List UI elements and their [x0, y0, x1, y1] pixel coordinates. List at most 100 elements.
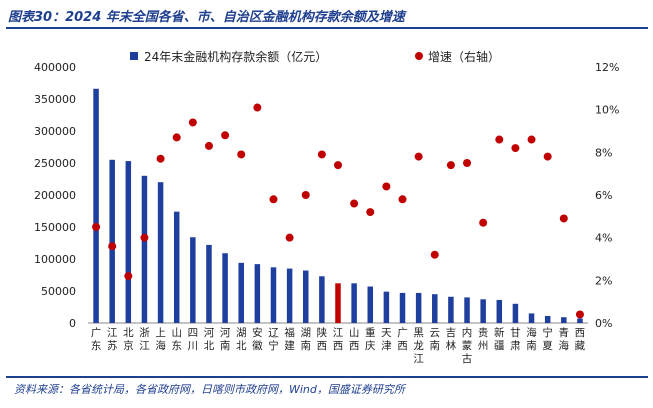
category-labels: 广东江苏北京浙江上海山东四川河北河南湖北安徽辽宁福建湖南陕西江西山西重庆天津广西…	[91, 326, 586, 365]
y-left-tick-label: 250000	[34, 157, 76, 170]
y-left-tick-label: 400000	[34, 61, 76, 74]
bar	[496, 299, 503, 323]
category-label: 河南	[220, 327, 231, 352]
y-left-tick-label: 50000	[41, 285, 76, 298]
bar	[270, 267, 277, 323]
bars	[93, 88, 583, 323]
category-label: 河北	[204, 327, 215, 352]
category-label: 新疆	[494, 326, 505, 352]
growth-dot	[301, 191, 310, 199]
growth-dot	[463, 159, 472, 167]
bar	[254, 264, 261, 323]
bar	[173, 211, 180, 323]
category-label: 云南	[430, 327, 441, 352]
y-right-tick-label: 10%	[595, 104, 619, 117]
chart-title: 图表30：2024 年末全国各省、市、自治区金融机构存款余额及增速	[8, 10, 405, 25]
bar	[383, 291, 390, 323]
footer-rule	[6, 376, 648, 378]
legend-dot-label: 增速（右轴）	[428, 49, 500, 64]
growth-dot	[430, 250, 439, 259]
category-label: 青海	[559, 326, 570, 352]
bar	[238, 262, 244, 323]
y-left-tick-label: 200000	[34, 189, 76, 202]
legend-dot-swatch	[415, 52, 423, 60]
bar	[480, 299, 486, 323]
growth-dot	[124, 272, 133, 281]
y-right-tick-label: 12%	[595, 61, 619, 74]
growth-dot	[559, 214, 568, 223]
growth-dot	[575, 310, 584, 319]
bar	[367, 286, 374, 323]
category-label: 江西	[333, 327, 344, 352]
legend-bar-label: 24年末金融机构存款余额（亿元）	[144, 49, 327, 64]
bar	[351, 283, 357, 323]
bar	[432, 294, 438, 323]
category-label: 北京	[123, 327, 134, 352]
bar	[206, 244, 212, 323]
category-label: 西藏	[575, 327, 586, 352]
growth-dot	[479, 218, 488, 227]
growth-dot	[188, 118, 197, 127]
category-label: 吉林	[446, 327, 457, 352]
growth-dot	[317, 150, 326, 159]
category-label: 辽宁	[268, 327, 279, 352]
bar	[577, 318, 583, 323]
category-label: 陕西	[317, 326, 328, 352]
category-label: 黑龙江	[413, 327, 424, 365]
category-label: 内蒙古	[462, 326, 473, 365]
bar	[528, 313, 535, 323]
category-label: 海南	[526, 326, 537, 352]
growth-dot	[253, 103, 262, 112]
category-label: 福建	[284, 326, 295, 352]
y-left-tick-label: 100000	[34, 253, 76, 266]
legend-bar-swatch	[130, 52, 138, 60]
bar	[93, 88, 99, 323]
bar	[222, 253, 228, 323]
growth-dot	[269, 195, 278, 204]
bar	[190, 237, 196, 323]
bar	[286, 268, 293, 323]
bar	[157, 182, 164, 323]
growth-dots	[92, 103, 584, 319]
legend: 24年末金融机构存款余额（亿元） 增速（右轴）	[130, 49, 500, 64]
growth-dot	[108, 242, 117, 251]
category-label: 广西	[397, 327, 408, 352]
bar	[302, 270, 309, 323]
bar	[464, 297, 470, 323]
y-right-tick-label: 2%	[595, 274, 612, 287]
category-label: 山东	[171, 327, 182, 352]
category-label: 四川	[188, 327, 199, 352]
category-label: 甘肃	[510, 326, 521, 352]
bar	[415, 292, 422, 323]
category-label: 江苏	[107, 327, 118, 352]
y-right-tick-label: 4%	[595, 232, 612, 245]
y-left-tick-label: 350000	[34, 93, 76, 106]
growth-dot	[140, 233, 149, 242]
bar	[448, 296, 454, 323]
growth-dot	[92, 223, 101, 231]
bar	[335, 283, 341, 323]
growth-dot	[172, 133, 181, 142]
bar	[399, 292, 406, 323]
growth-dot	[350, 199, 359, 208]
y-right-tick-label: 6%	[595, 189, 612, 202]
bar	[544, 315, 551, 323]
bar	[319, 276, 325, 323]
category-label: 湖北	[236, 327, 247, 352]
growth-dot	[382, 182, 391, 191]
category-label: 贵州	[478, 326, 489, 352]
growth-dot	[414, 152, 423, 161]
bar	[109, 159, 115, 323]
growth-dot	[543, 152, 552, 161]
growth-dot	[221, 131, 230, 140]
axes: 0 50000 100000 150000 200000 250000 300000 3500…	[34, 61, 619, 330]
category-label: 重庆	[365, 326, 376, 352]
growth-dot	[237, 150, 246, 159]
y-left-tick-label: 0	[69, 317, 76, 330]
category-label: 广东	[91, 327, 102, 352]
y-right-tick-label: 0%	[595, 317, 612, 330]
category-label: 天津	[381, 327, 392, 352]
source-note: 资料来源：各省统计局，各省政府网，日喀则市政府网，Wind，国盛证券研究所	[14, 383, 405, 396]
category-label: 宁夏	[542, 326, 553, 352]
title-rule	[6, 27, 648, 29]
